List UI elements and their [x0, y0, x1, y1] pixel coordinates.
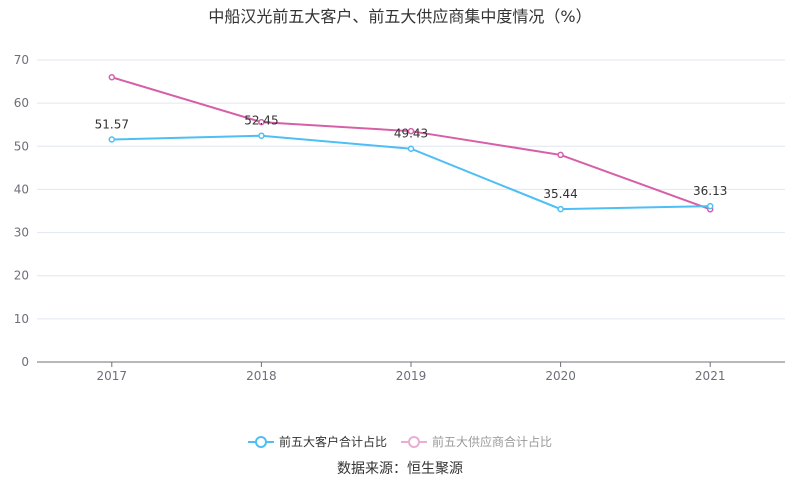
legend-item-customers[interactable]: 前五大客户合计占比	[247, 433, 387, 450]
data-point	[258, 132, 265, 139]
data-point	[407, 145, 415, 152]
data-point	[557, 151, 564, 159]
data-point	[258, 118, 265, 126]
x-tick-label: 2017	[97, 369, 128, 383]
legend-item-suppliers[interactable]: 前五大供应商合计占比	[401, 433, 552, 450]
data-source: 数据来源：恒生聚源	[337, 461, 463, 477]
x-tick-label: 2019	[396, 369, 427, 383]
y-tick-label: 20	[14, 269, 29, 283]
data-label: 35.44	[543, 187, 577, 201]
y-tick-label: 50	[14, 139, 29, 153]
x-tick-label: 2018	[246, 369, 277, 383]
legend-customers-label: 前五大客户合计占比	[278, 435, 387, 449]
data-point	[706, 202, 714, 210]
data-label: 36.13	[693, 184, 727, 198]
data-point	[557, 205, 564, 213]
data-point	[108, 74, 116, 81]
data-point	[407, 127, 415, 135]
data-point	[108, 136, 116, 143]
x-tick-label: 2020	[545, 369, 576, 383]
y-tick-label: 60	[14, 96, 29, 110]
y-tick-label: 40	[14, 182, 29, 196]
chart-title: 中船汉光前五大客户、前五大供应商集中度情况（%）	[208, 7, 592, 26]
y-tick-label: 70	[14, 53, 29, 67]
y-tick-label: 10	[14, 312, 29, 326]
legend-customers-icon	[247, 435, 274, 448]
legend-suppliers-label: 前五大供应商合计占比	[432, 435, 553, 449]
data-label: 49.43	[394, 127, 428, 141]
legend: 前五大客户合计占比 前五大供应商合计占比	[0, 433, 800, 450]
data-label: 51.57	[95, 118, 129, 132]
x-tick-label: 2021	[695, 369, 726, 383]
legend-suppliers-icon	[401, 435, 427, 448]
y-tick-label: 30	[14, 226, 29, 240]
data-label: 52.45	[244, 114, 278, 128]
y-tick-label: 0	[21, 355, 29, 369]
